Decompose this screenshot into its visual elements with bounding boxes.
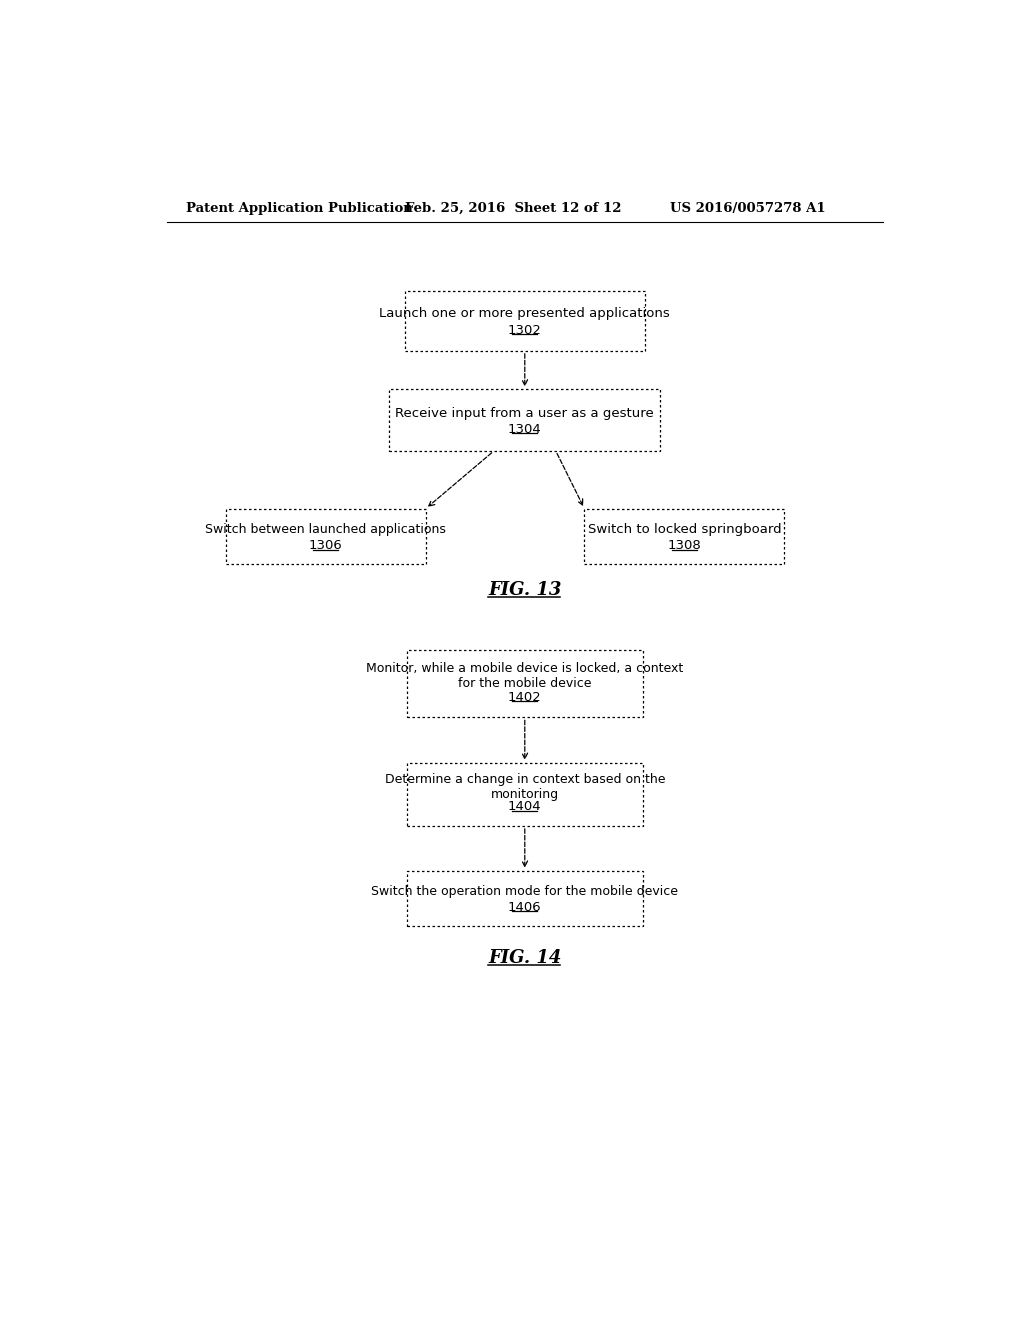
Text: 1402: 1402 (508, 690, 542, 704)
Text: 1308: 1308 (668, 539, 701, 552)
Text: Launch one or more presented applications: Launch one or more presented application… (380, 308, 670, 321)
Text: FIG. 13: FIG. 13 (488, 581, 561, 598)
Text: Feb. 25, 2016  Sheet 12 of 12: Feb. 25, 2016 Sheet 12 of 12 (406, 202, 622, 215)
Bar (404, 290, 645, 351)
Bar (407, 763, 643, 826)
Text: 1302: 1302 (508, 323, 542, 337)
Text: 1306: 1306 (309, 539, 342, 552)
Text: Receive input from a user as a gesture: Receive input from a user as a gesture (395, 407, 654, 420)
Text: Determine a change in context based on the
monitoring: Determine a change in context based on t… (385, 772, 665, 801)
Text: 1404: 1404 (508, 800, 542, 813)
Text: Switch to locked springboard: Switch to locked springboard (588, 523, 781, 536)
Text: 1304: 1304 (508, 422, 542, 436)
Bar (389, 389, 660, 451)
Text: Patent Application Publication: Patent Application Publication (186, 202, 413, 215)
Text: US 2016/0057278 A1: US 2016/0057278 A1 (671, 202, 826, 215)
Text: 1406: 1406 (508, 902, 542, 915)
Bar (407, 871, 643, 927)
Text: Monitor, while a mobile device is locked, a context
for the mobile device: Monitor, while a mobile device is locked… (367, 661, 683, 690)
Bar (407, 649, 643, 718)
Text: Switch the operation mode for the mobile device: Switch the operation mode for the mobile… (372, 884, 678, 898)
Bar (585, 508, 784, 564)
Text: FIG. 14: FIG. 14 (488, 949, 561, 966)
Bar (225, 508, 426, 564)
Text: Switch between launched applications: Switch between launched applications (205, 523, 446, 536)
